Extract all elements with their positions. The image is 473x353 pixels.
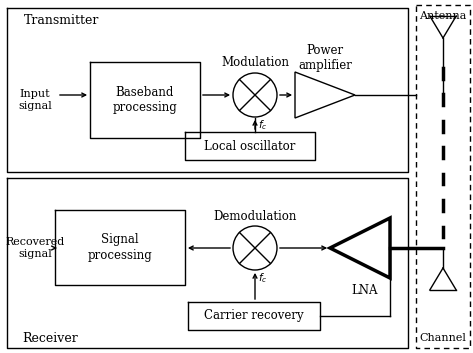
Text: Receiver: Receiver — [22, 331, 78, 345]
Text: Power
amplifier: Power amplifier — [298, 44, 352, 72]
Text: Signal
processing: Signal processing — [88, 233, 152, 262]
Text: Carrier recovery: Carrier recovery — [204, 310, 304, 323]
Text: Channel: Channel — [420, 333, 466, 343]
Text: Local oscillator: Local oscillator — [204, 139, 296, 152]
Text: Input
signal: Input signal — [18, 89, 52, 111]
Text: Recovered
signal: Recovered signal — [5, 237, 65, 259]
Text: Demodulation: Demodulation — [213, 209, 297, 222]
Text: Baseband
processing: Baseband processing — [113, 86, 177, 114]
Text: LNA: LNA — [352, 283, 378, 297]
Text: $f_c$: $f_c$ — [258, 271, 268, 285]
Text: $f_c$: $f_c$ — [258, 118, 268, 132]
Text: Transmitter: Transmitter — [24, 14, 100, 28]
Text: Antenna: Antenna — [419, 11, 467, 21]
Text: Modulation: Modulation — [221, 56, 289, 70]
